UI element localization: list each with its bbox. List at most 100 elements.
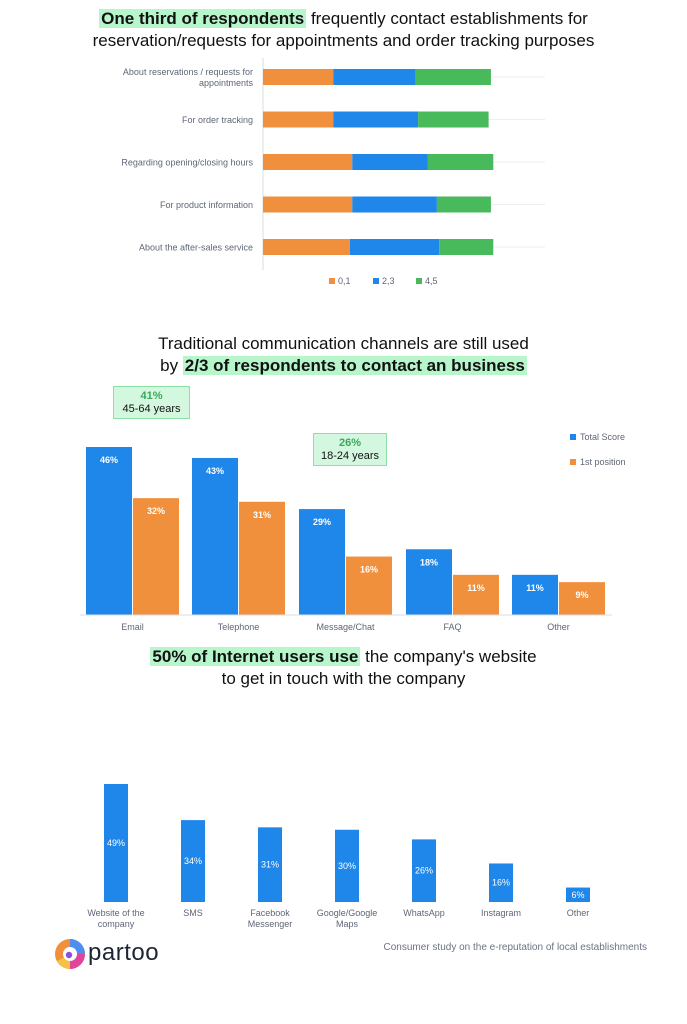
category-label: For order tracking xyxy=(182,115,253,125)
bar-1-4 xyxy=(559,582,605,615)
category-label: appointments xyxy=(199,78,254,88)
partoo-logo: partoo xyxy=(54,937,164,971)
bar-5 xyxy=(489,863,513,902)
value-label-1-3: 11% xyxy=(467,583,485,593)
category-label: Other xyxy=(567,908,590,918)
bar-segment-1-3 xyxy=(352,196,437,213)
bar-segment-0-3 xyxy=(263,196,353,213)
category-label: Other xyxy=(547,622,570,632)
partoo-logo-text: partoo xyxy=(88,939,160,966)
callout-chat-age-label: 18-24 years xyxy=(320,450,380,462)
bar-1-2 xyxy=(346,556,392,615)
value-label-0: 49% xyxy=(107,838,125,848)
bar-6 xyxy=(566,887,590,902)
category-label: Facebook xyxy=(250,908,290,918)
category-label: Website of the xyxy=(87,908,144,918)
value-label-0-3: 18% xyxy=(420,557,438,567)
value-label-3: 30% xyxy=(338,861,356,871)
bar-segment-1-4 xyxy=(349,239,440,255)
legend-swatch-1 xyxy=(373,278,379,284)
section2-title-highlight: 2/3 of respondents to contact an busines… xyxy=(182,356,527,375)
legend-label-2: 4,5 xyxy=(425,276,438,286)
bar-2 xyxy=(258,827,282,902)
bar-segment-2-0 xyxy=(415,69,491,85)
stacked-bar-chart: About reservations / requests forappoint… xyxy=(121,58,545,286)
bar-segment-0-4 xyxy=(263,239,350,255)
category-label: Email xyxy=(121,622,144,632)
bar-1-1 xyxy=(239,501,285,615)
value-label-4: 26% xyxy=(415,866,433,876)
section3-title-line2: to get in touch with the company xyxy=(221,669,466,688)
category-label: Regarding opening/closing hours xyxy=(121,158,253,168)
section3-title: 50% of Internet users use the company's … xyxy=(0,646,687,690)
legend-swatch-1 xyxy=(570,459,576,465)
category-label: FAQ xyxy=(443,622,461,632)
bar-segment-0-0 xyxy=(263,69,334,85)
bar-0-3 xyxy=(406,549,452,615)
category-label: Maps xyxy=(336,919,359,929)
category-label: Google/Google xyxy=(317,908,378,918)
section1-title: One third of respondents frequently cont… xyxy=(0,8,687,52)
section1-title-rest: frequently contact establishments for xyxy=(306,9,588,28)
section2-title-line1: Traditional communication channels are s… xyxy=(158,334,529,353)
bar-segment-1-1 xyxy=(333,111,419,128)
bar-0-4 xyxy=(512,574,558,615)
value-label-0-2: 29% xyxy=(313,517,331,527)
bar-1-0 xyxy=(133,498,179,615)
bar-0-0 xyxy=(86,447,132,615)
category-label: Telephone xyxy=(218,622,260,632)
section2-title: Traditional communication channels are s… xyxy=(0,333,687,377)
bar-3 xyxy=(335,829,359,902)
category-label: Messenger xyxy=(248,919,293,929)
grouped-bar-chart: 46% 32% Email 43% 31% Telephone 29% 16% Message/… xyxy=(80,432,626,632)
legend-swatch-2 xyxy=(416,278,422,284)
callout-email-pct: 41% xyxy=(140,390,163,402)
legend-label-0: 0,1 xyxy=(338,276,351,286)
bar-1 xyxy=(181,820,205,902)
value-label-1-4: 9% xyxy=(575,590,588,600)
value-label-0-4: 11% xyxy=(526,583,544,593)
bar-segment-2-2 xyxy=(427,154,494,170)
bar-segment-1-2 xyxy=(352,154,428,170)
legend-swatch-0 xyxy=(329,278,335,284)
section3-title-rest: the company's website xyxy=(360,647,537,666)
bar-segment-0-2 xyxy=(263,154,353,170)
section1-title-highlight: One third of respondents xyxy=(99,9,307,28)
bar-segment-2-4 xyxy=(439,239,494,255)
callout-email-age-label: 45-64 years xyxy=(122,403,181,415)
legend-label-1: 1st position xyxy=(580,457,626,467)
value-label-1: 34% xyxy=(184,856,202,866)
section3-title-highlight: 50% of Internet users use xyxy=(150,647,361,666)
bar-4 xyxy=(412,839,436,902)
value-label-1-1: 31% xyxy=(253,510,271,520)
section1-title-line2: reservation/requests for appointments an… xyxy=(92,31,595,50)
legend-swatch-0 xyxy=(570,434,576,440)
category-label: Message/Chat xyxy=(316,622,375,632)
bar-segment-2-1 xyxy=(418,111,489,128)
category-label: Instagram xyxy=(481,908,521,918)
category-label: About reservations / requests for xyxy=(123,67,253,77)
bar-segment-2-3 xyxy=(436,196,491,213)
section2-title-prefix: by xyxy=(160,356,183,375)
value-label-1-2: 16% xyxy=(360,565,378,575)
study-source: Consumer study on the e-reputation of lo… xyxy=(383,942,647,953)
bar-0-2 xyxy=(299,509,345,615)
callout-chat-pct: 26% xyxy=(338,437,362,449)
bar-1-3 xyxy=(453,574,499,615)
partoo-logo-icon xyxy=(55,939,85,969)
legend-label-1: 2,3 xyxy=(382,276,395,286)
category-label: SMS xyxy=(183,908,203,918)
bar-segment-1-0 xyxy=(333,69,416,85)
bar-segment-0-1 xyxy=(263,111,334,128)
callout-email-age: 41% 45-64 years xyxy=(113,386,190,419)
value-label-0-1: 43% xyxy=(206,466,224,476)
value-label-6: 6% xyxy=(571,890,584,900)
callout-chat-age: 26% 18-24 years xyxy=(313,433,387,466)
bar-0-1 xyxy=(192,457,238,615)
value-label-0-0: 46% xyxy=(100,455,118,465)
category-label: For product information xyxy=(160,200,253,210)
legend-label-0: Total Score xyxy=(580,432,625,442)
value-label-2: 31% xyxy=(261,860,279,870)
category-label: About the after-sales service xyxy=(139,243,253,253)
